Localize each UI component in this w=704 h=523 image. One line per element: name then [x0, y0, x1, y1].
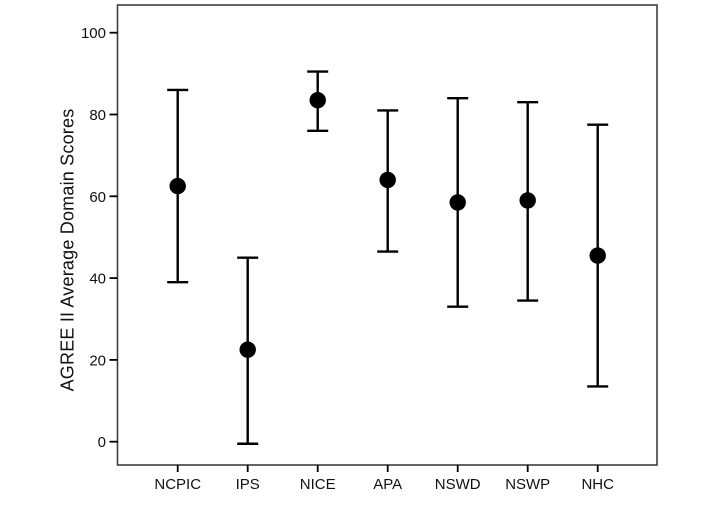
y-tick-label: 100: [81, 25, 106, 42]
errorbar-nswd: [447, 96, 469, 308]
x-tick-label: APA: [373, 476, 402, 493]
x-tick-label: NCPIC: [154, 476, 201, 493]
y-tick-label: 0: [98, 434, 106, 451]
mean-point: [309, 91, 326, 109]
y-tick-label: 40: [89, 271, 106, 288]
errorbar-nice: [307, 70, 329, 133]
x-tick-label: IPS: [236, 476, 260, 493]
errorbar-apa: [377, 109, 399, 253]
y-axis-title: AGREE II Average Domain Scores: [57, 108, 78, 392]
mean-point: [379, 171, 396, 189]
y-tick-label: 20: [89, 352, 106, 369]
x-tick-label: NSWP: [505, 476, 550, 493]
x-tick-label: NICE: [300, 476, 336, 493]
y-tick-label: 60: [89, 189, 106, 206]
errorbar-nhc: [587, 123, 609, 388]
errorbar-ncpic: [167, 88, 189, 284]
mean-point: [239, 341, 256, 358]
errorbar-nswp: [517, 101, 539, 302]
mean-point: [519, 192, 536, 209]
errorbar-ips: [237, 256, 259, 445]
mean-point: [169, 177, 186, 195]
mean-point: [589, 247, 606, 264]
x-tick-label: NHC: [581, 476, 614, 493]
x-tick-label: NSWD: [435, 476, 481, 493]
y-tick-label: 80: [89, 107, 106, 124]
mean-point: [449, 194, 466, 211]
